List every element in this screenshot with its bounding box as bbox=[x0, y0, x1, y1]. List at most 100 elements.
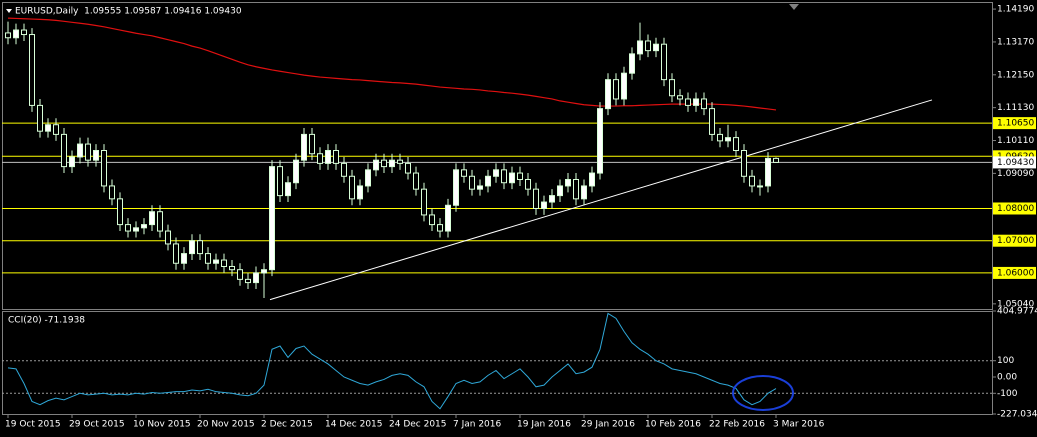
candle-body bbox=[661, 43, 667, 81]
candle-body bbox=[461, 169, 467, 177]
candle-body bbox=[397, 159, 403, 164]
candle-body bbox=[693, 98, 699, 106]
candle-body bbox=[421, 188, 427, 216]
y-tick-label: 1.11130 bbox=[997, 103, 1034, 113]
candle-body bbox=[53, 124, 59, 135]
x-tick-label: 19 Oct 2015 bbox=[5, 420, 61, 430]
candle-body bbox=[317, 153, 323, 164]
candle-body bbox=[269, 166, 275, 271]
candle-body bbox=[61, 133, 67, 168]
y-tick-label: -100 bbox=[997, 389, 1018, 399]
candle-body bbox=[229, 265, 235, 271]
trendline bbox=[269, 99, 933, 301]
candle-body bbox=[285, 182, 291, 197]
level-label-bg bbox=[993, 234, 1036, 247]
candle-body bbox=[29, 34, 35, 106]
candle-body bbox=[189, 240, 195, 255]
candle-body bbox=[213, 259, 219, 264]
candle-body bbox=[373, 159, 379, 171]
y-tick-label: 1.09090 bbox=[997, 169, 1034, 179]
bid-label-bg bbox=[993, 156, 1036, 169]
candle-body bbox=[525, 178, 531, 190]
x-tick-label: 19 Jan 2016 bbox=[517, 420, 571, 430]
candle-body bbox=[725, 137, 731, 142]
y-tick-label: 0.00 bbox=[997, 372, 1017, 382]
x-tick-label: 2 Dec 2015 bbox=[261, 420, 313, 430]
candle-body bbox=[333, 150, 339, 164]
moving-average bbox=[7, 17, 777, 111]
candle-body bbox=[309, 133, 315, 155]
x-tick-label: 10 Feb 2016 bbox=[645, 420, 701, 430]
candle-body bbox=[141, 224, 147, 229]
candle-body bbox=[717, 133, 723, 142]
candle-body bbox=[653, 43, 659, 52]
candle-body bbox=[389, 159, 395, 168]
candle-body bbox=[197, 240, 203, 255]
candle-body bbox=[133, 227, 139, 232]
candle-body bbox=[669, 79, 675, 97]
indicator-plot bbox=[2, 312, 992, 410]
level-label: 1.10650 bbox=[997, 119, 1034, 129]
candle-body bbox=[325, 150, 331, 164]
candle-body bbox=[13, 29, 19, 39]
candle-body bbox=[757, 185, 763, 188]
candle-body bbox=[357, 185, 363, 200]
candle-body bbox=[221, 259, 227, 267]
candle-body bbox=[45, 124, 51, 132]
level-label: 1.08000 bbox=[997, 204, 1034, 214]
candle-body bbox=[605, 79, 611, 110]
candle-body bbox=[21, 29, 27, 36]
candle-body bbox=[125, 224, 131, 232]
candle-body bbox=[589, 172, 595, 187]
candle-body bbox=[581, 185, 587, 200]
candle-body bbox=[437, 224, 443, 232]
candle-body bbox=[405, 162, 411, 174]
indicator-line bbox=[7, 312, 777, 410]
candle-body bbox=[261, 269, 267, 274]
x-tick-label: 3 Mar 2016 bbox=[773, 420, 825, 430]
candle-body bbox=[93, 150, 99, 161]
candle-body bbox=[101, 150, 107, 187]
annotation-ellipse bbox=[732, 375, 794, 411]
candle-body bbox=[749, 175, 755, 187]
candle-body bbox=[349, 175, 355, 200]
indicator-panel-border bbox=[2, 311, 993, 415]
layers: 1.14190 1.13170 1.12150 1.11130 1.10110 1.090… bbox=[2, 5, 1037, 430]
x-tick-label: 24 Dec 2015 bbox=[389, 420, 447, 430]
x-tick-label: 29 Oct 2015 bbox=[69, 420, 125, 430]
candle-body bbox=[237, 269, 243, 280]
candle-body bbox=[477, 185, 483, 190]
candle-body bbox=[701, 98, 707, 110]
y-tick-label: 1.10110 bbox=[997, 136, 1034, 146]
x-tick-label: 10 Nov 2015 bbox=[133, 420, 191, 430]
candle-body bbox=[565, 178, 571, 187]
level-label-bg bbox=[993, 117, 1036, 130]
candle-body bbox=[685, 98, 691, 106]
chart-title: EURUSD,Daily 1.09555 1.09587 1.09416 1.0… bbox=[15, 7, 242, 17]
candle-body bbox=[253, 272, 259, 284]
candle-body bbox=[245, 278, 251, 284]
candle-body bbox=[549, 195, 555, 203]
candle-body bbox=[501, 169, 507, 184]
candle-body bbox=[453, 169, 459, 206]
x-tick-label: 29 Jan 2016 bbox=[581, 420, 635, 430]
candle-body bbox=[85, 143, 91, 161]
candle-body bbox=[381, 159, 387, 168]
candle-body bbox=[573, 178, 579, 200]
candle-body bbox=[77, 143, 83, 158]
candle-body bbox=[677, 95, 683, 100]
candle-body bbox=[557, 185, 563, 197]
candle-body bbox=[485, 175, 491, 187]
candle-body bbox=[469, 175, 475, 190]
candle-body bbox=[733, 137, 739, 152]
candle-body bbox=[493, 169, 499, 177]
candle-body bbox=[629, 53, 635, 74]
candle-body bbox=[613, 79, 619, 100]
candle-body bbox=[541, 201, 547, 209]
candle-body bbox=[533, 188, 539, 209]
candle-body bbox=[293, 159, 299, 184]
x-tick-label: 20 Nov 2015 bbox=[197, 420, 255, 430]
menu-arrow bbox=[6, 9, 12, 13]
